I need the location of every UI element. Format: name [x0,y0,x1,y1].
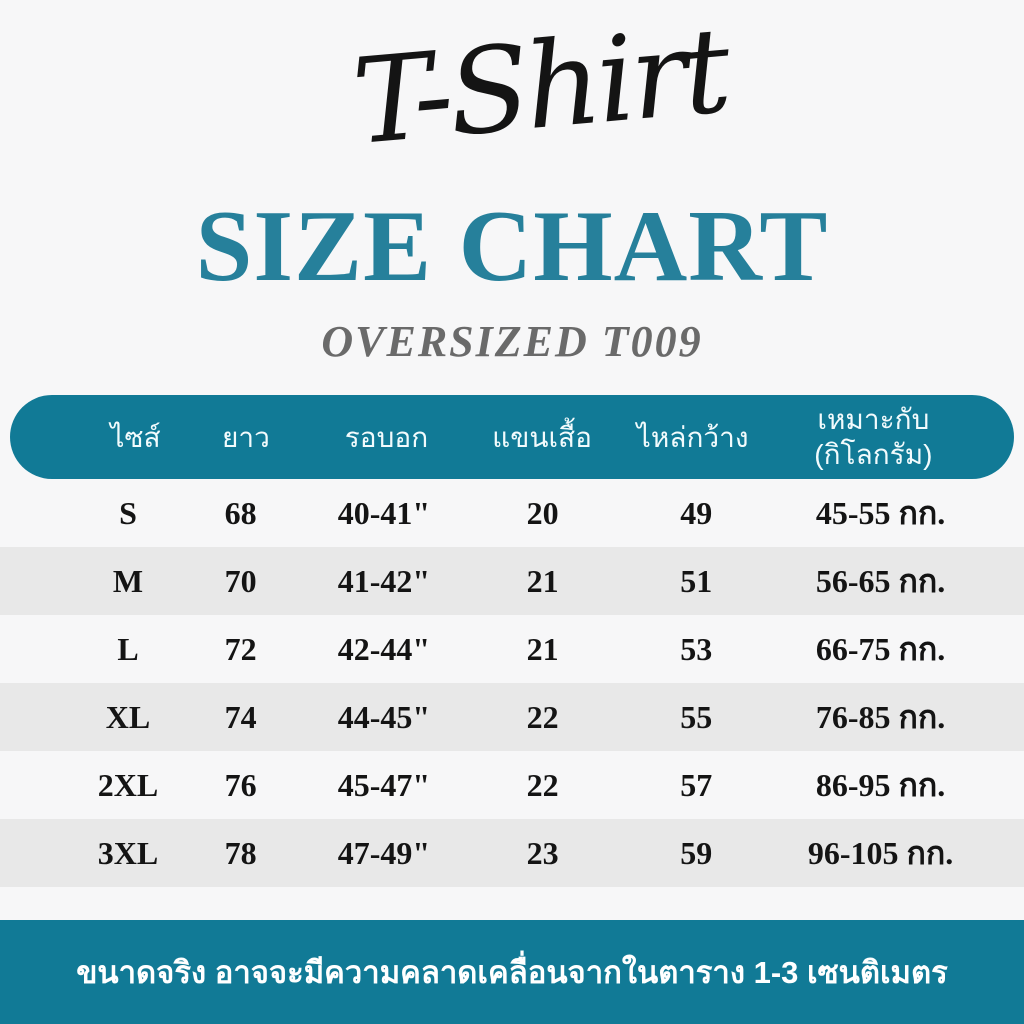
table-cell: 57 [680,766,713,803]
table-cell: 44-45" [337,698,431,735]
table-cell: 42-44" [337,630,431,667]
page-title: SIZE CHART [195,190,829,303]
table-header-cell: ไหล่กว้าง [636,421,749,453]
table-cell: 76-85 กก. [815,698,946,735]
table-cell: 53 [680,630,713,667]
table-header-cell: ไซส์ [110,421,161,453]
table-row: L 72 42-44" 21 53 66-75 กก. [0,615,1024,683]
table-cell: 47-49" [337,834,431,871]
table-cell: 51 [680,562,713,599]
table-cell: 21 [526,630,559,667]
table-cell: 56-65 กก. [815,562,946,599]
table-cell: 70 [224,562,257,599]
table-row: 2XL 76 45-47" 22 57 86-95 กก. [0,751,1024,819]
table-header-cell: ยาว [221,421,270,453]
table-cell: 55 [680,698,713,735]
table-cell: 22 [526,766,559,803]
product-script-title: T-Shirt [347,0,733,172]
table-cell: 68 [224,494,257,531]
table-cell: 22 [526,698,559,735]
table-cell: 21 [526,562,559,599]
table-cell: 45-55 กก. [815,494,946,531]
product-model-subtitle: OVERSIZED T009 [321,317,703,366]
tolerance-note: ขนาดจริง อาจจะมีความคลาดเคลื่อนจากในตารา… [76,955,948,990]
size-table-body: S 68 40-41" 20 49 45-55 กก. M 70 41-42" 21 51 56-65… [0,479,1024,887]
table-cell: 3XL [97,834,159,871]
table-cell: S [119,494,137,531]
table-cell: 86-95 กก. [815,766,946,803]
table-cell: 41-42" [337,562,431,599]
table-row: M 70 41-42" 21 51 56-65 กก. [0,547,1024,615]
size-table: ไซส์ ยาว รอบอก แขนเสื้อ ไหล่กว้าง เหมาะกับ (ก… [0,395,1024,887]
footer-band: ขนาดจริง อาจจะมีความคลาดเคลื่อนจากในตารา… [0,920,1024,1024]
table-cell: 2XL [97,766,159,803]
table-header-cell: เหมาะกับ (กิโลกรัม) [814,404,933,470]
table-cell: 45-47" [337,766,431,803]
table-cell: 40-41" [337,494,431,531]
table-row: S 68 40-41" 20 49 45-55 กก. [0,479,1024,547]
table-cell: 72 [224,630,257,667]
table-row: XL 74 44-45" 22 55 76-85 กก. [0,683,1024,751]
table-row: 3XL 78 47-49" 23 59 96-105 กก. [0,819,1024,887]
table-cell: L [117,630,139,667]
table-header-row: ไซส์ ยาว รอบอก แขนเสื้อ ไหล่กว้าง เหมาะกับ (ก… [10,395,1014,479]
table-cell: 96-105 กก. [807,834,954,871]
table-header-cell: แขนเสื้อ [492,421,592,453]
table-cell: 76 [224,766,257,803]
table-cell: M [112,562,144,599]
table-cell: 49 [680,494,713,531]
table-cell: 20 [526,494,559,531]
table-cell: 23 [526,834,559,871]
table-cell: 74 [224,698,257,735]
table-header-cell: รอบอก [344,421,429,453]
table-cell: XL [105,698,151,735]
table-cell: 78 [224,834,257,871]
table-cell: 66-75 กก. [815,630,946,667]
table-cell: 59 [680,834,713,871]
